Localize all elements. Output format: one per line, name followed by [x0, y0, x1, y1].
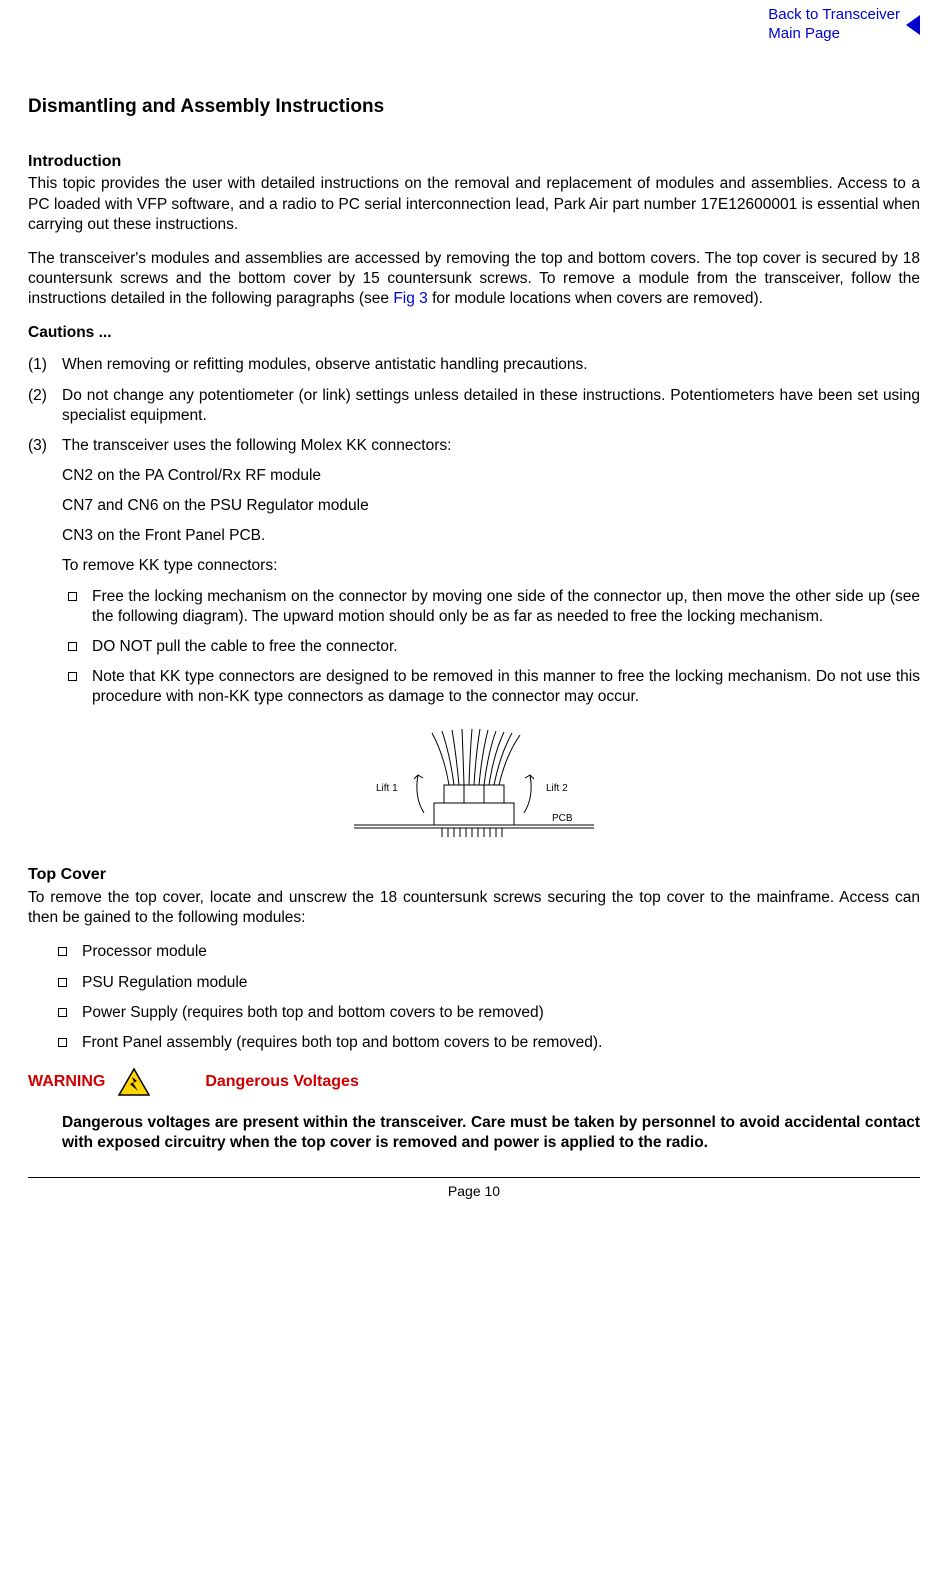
caution-1-num: (1) — [28, 355, 47, 375]
warning-text: Dangerous voltages are present within th… — [28, 1113, 920, 1153]
intro-heading: Introduction — [28, 152, 920, 173]
caution-1-text: When removing or refitting modules, obse… — [62, 356, 588, 373]
back-link-line1: Back to Transceiver — [768, 6, 900, 23]
module-psu-regulation: PSU Regulation module — [82, 973, 920, 993]
caution-3-sub-line3: CN3 on the Front Panel PCB. — [62, 526, 920, 546]
top-cover-paragraph: To remove the top cover, locate and unsc… — [28, 888, 920, 928]
back-link-line2: Main Page — [768, 25, 840, 42]
page-number: Page 10 — [28, 1182, 920, 1200]
caution-3-sub-line2: CN7 and CN6 on the PSU Regulator module — [62, 496, 920, 516]
cautions-heading: Cautions ... — [28, 323, 920, 343]
connector-diagram: Lift 1 Lift 2 PCB — [28, 725, 920, 845]
cautions-list: (1) When removing or refitting modules, … — [28, 355, 920, 707]
connector-diagram-svg: Lift 1 Lift 2 PCB — [314, 725, 634, 845]
figure-3-link[interactable]: Fig 3 — [393, 290, 427, 307]
caution-3-text: The transceiver uses the following Molex… — [62, 437, 451, 454]
intro-p2-part-b: for module locations when covers are rem… — [428, 290, 763, 307]
back-to-main-link[interactable]: Back to Transceiver Main Page — [768, 6, 920, 44]
warning-title: Dangerous Voltages — [205, 1072, 359, 1093]
diagram-lift2-label: Lift 2 — [546, 783, 568, 794]
caution-2-text: Do not change any potentiometer (or link… — [62, 387, 920, 424]
top-cover-heading: Top Cover — [28, 865, 920, 886]
module-power-supply: Power Supply (requires both top and bott… — [82, 1003, 920, 1023]
warning-header: WARNING Dangerous Voltages — [28, 1067, 920, 1097]
kk-step-2: DO NOT pull the cable to free the connec… — [92, 637, 920, 657]
top-cover-modules-list: Processor module PSU Regulation module P… — [28, 942, 920, 1053]
warning-triangle-icon — [117, 1067, 151, 1097]
caution-item-2: (2) Do not change any potentiometer (or … — [62, 386, 920, 426]
caution-3-sub-line4: To remove KK type connectors: — [62, 556, 920, 576]
module-front-panel: Front Panel assembly (requires both top … — [82, 1033, 920, 1053]
caution-item-1: (1) When removing or refitting modules, … — [62, 355, 920, 375]
module-processor: Processor module — [82, 942, 920, 962]
intro-paragraph-2: The transceiver's modules and assemblies… — [28, 249, 920, 309]
kk-step-3: Note that KK type connectors are designe… — [92, 667, 920, 707]
kk-step-1: Free the locking mechanism on the connec… — [92, 587, 920, 627]
kk-connector-steps: Free the locking mechanism on the connec… — [62, 587, 920, 708]
diagram-lift1-label: Lift 1 — [376, 783, 398, 794]
warning-label: WARNING — [28, 1072, 105, 1093]
caution-3-sub-line1: CN2 on the PA Control/Rx RF module — [62, 466, 920, 486]
caution-item-3: (3) The transceiver uses the following M… — [62, 436, 920, 707]
intro-paragraph-1: This topic provides the user with detail… — [28, 174, 920, 234]
footer-rule — [28, 1177, 920, 1178]
caution-3-num: (3) — [28, 436, 47, 456]
caution-2-num: (2) — [28, 386, 47, 406]
back-arrow-icon — [906, 15, 920, 35]
diagram-pcb-label: PCB — [552, 813, 573, 824]
